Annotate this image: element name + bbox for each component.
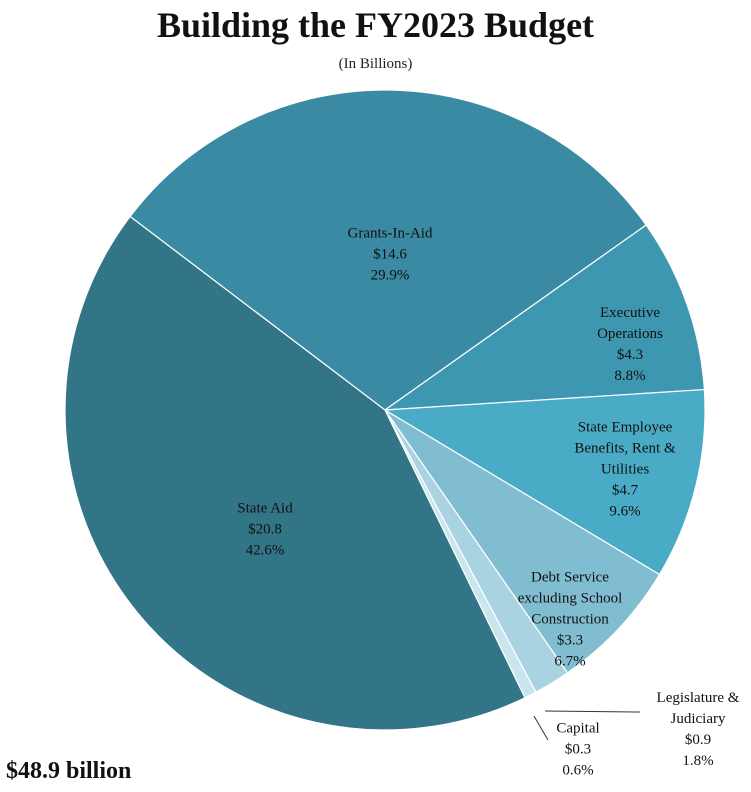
category-label: Debt Service excluding School Constructi… xyxy=(517,569,623,628)
slice-label: Executive Operations $4.3 8.8% xyxy=(575,303,685,387)
pie-slice xyxy=(129,89,647,411)
percent-label: 42.6% xyxy=(245,542,285,559)
value-label: $4.7 xyxy=(611,482,639,499)
percent-label: 9.6% xyxy=(609,503,641,520)
value-label: $14.6 xyxy=(373,246,407,263)
category-label: State Employee Benefits, Rent & Utilitie… xyxy=(574,419,676,478)
slice-label: State Aid $20.8 42.6% xyxy=(215,499,315,562)
chart-subtitle: (In Billions) xyxy=(338,56,413,72)
pie-slice xyxy=(382,224,705,411)
category-label: Grants-In-Aid xyxy=(347,225,433,242)
value-label: $0.3 xyxy=(564,741,592,758)
chart-title: Building the FY2023 Budget xyxy=(156,5,595,45)
value-label: $0.9 xyxy=(684,732,712,748)
slice-label: Grants-In-Aid $14.6 29.9% xyxy=(325,224,455,287)
percent-label: 0.6% xyxy=(562,762,594,779)
percent-label: 29.9% xyxy=(370,267,410,284)
percent-label: 8.8% xyxy=(614,368,646,384)
category-label: Executive Operations xyxy=(597,305,663,342)
slice-label: Legislature & Judiciary $0.9 1.8% xyxy=(648,688,748,772)
value-label: $3.3 xyxy=(556,632,584,649)
category-label: State Aid xyxy=(237,500,293,517)
percent-label: 1.8% xyxy=(682,753,714,769)
total-label: $48.9 billion xyxy=(6,758,132,784)
pie-slice xyxy=(383,388,706,576)
value-label: $20.8 xyxy=(248,521,282,538)
category-label: Capital xyxy=(556,720,600,737)
pie-slice xyxy=(64,215,526,731)
leader-line xyxy=(544,710,641,713)
category-label: Legislature & Judiciary xyxy=(656,690,740,727)
leader-line xyxy=(533,715,549,741)
slice-label: Capital $0.3 0.6% xyxy=(548,719,608,782)
pie-slice xyxy=(384,409,661,674)
percent-label: 6.7% xyxy=(554,653,586,670)
slice-label: Debt Service excluding School Constructi… xyxy=(500,568,640,673)
value-label: $4.3 xyxy=(616,347,644,363)
slice-label: State Employee Benefits, Rent & Utilitie… xyxy=(555,418,695,523)
